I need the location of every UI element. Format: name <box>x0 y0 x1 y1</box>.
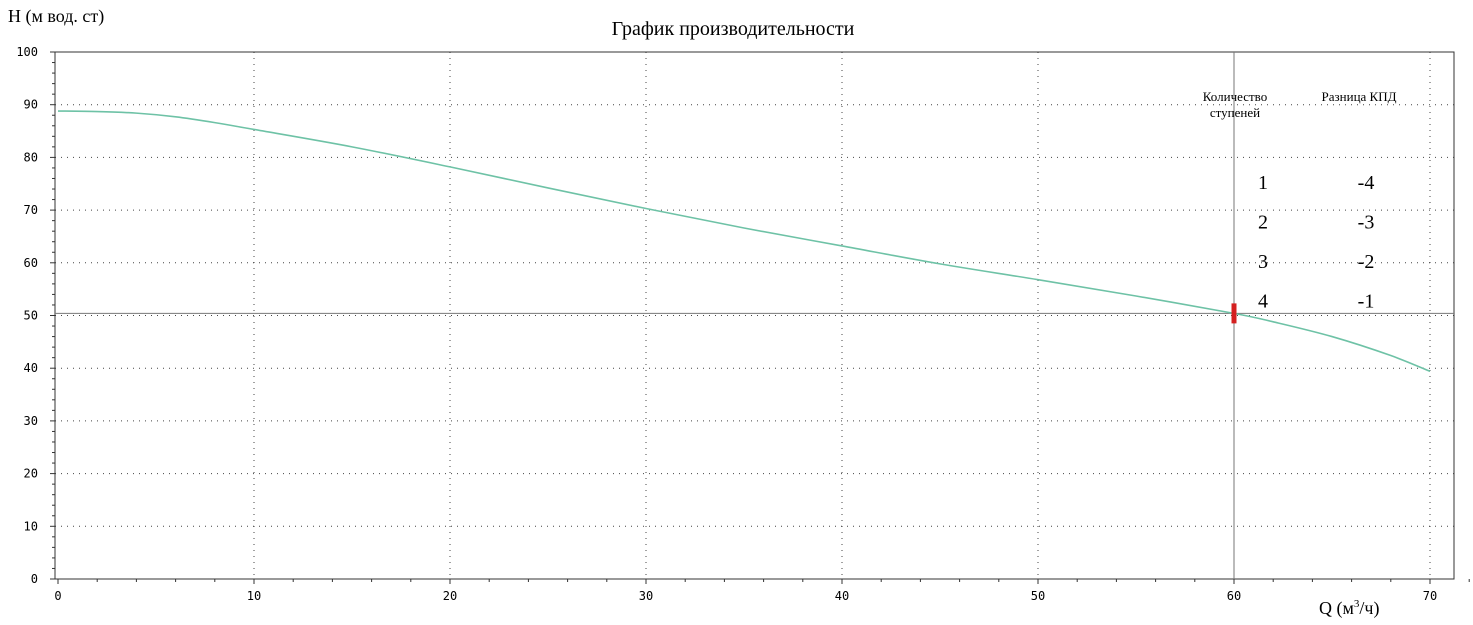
table-header-stages-line1: Количество <box>1203 89 1267 104</box>
table-rows: 1 -4 2 -3 3 -2 4 -1 <box>1258 172 1374 313</box>
x-tick-label: 60 <box>1227 589 1241 603</box>
y-tick-label: 10 <box>24 519 38 533</box>
x-axis-label-main: Q (м <box>1319 598 1354 619</box>
y-axis-tick-labels: 0 10 20 30 40 50 60 70 80 90 100 <box>16 45 38 586</box>
x-axis-label: Q (м3/ч) <box>1319 598 1379 619</box>
table-cell-efficiency: -2 <box>1358 251 1375 273</box>
x-tick-label: 0 <box>54 589 61 603</box>
x-tick-label: 50 <box>1031 589 1045 603</box>
table-cell-efficiency: -3 <box>1358 212 1375 234</box>
stages-table: Количество ступеней Разница КПД 1 -4 2 -3 3 -… <box>1203 89 1397 313</box>
y-tick-label: 90 <box>24 98 38 112</box>
y-tick-label: 0 <box>31 572 38 586</box>
y-tick-label: 20 <box>24 467 38 481</box>
y-tick-label: 80 <box>24 150 38 164</box>
y-tick-label: 60 <box>24 256 38 270</box>
table-header-efficiency: Разница КПД <box>1322 89 1397 104</box>
x-tick-label: 40 <box>835 589 849 603</box>
x-axis-label-tail: /ч) <box>1359 598 1379 619</box>
y-tick-label: 100 <box>16 45 38 59</box>
table-cell-stages: 2 <box>1258 212 1268 234</box>
y-axis-label: H (м вод. ст) <box>8 6 104 27</box>
table-header-stages-line2: ступеней <box>1210 105 1260 120</box>
table-cell-stages: 3 <box>1258 251 1268 273</box>
y-tick-label: 40 <box>24 361 38 375</box>
y-tick-label: 30 <box>24 414 38 428</box>
x-tick-label: 30 <box>639 589 653 603</box>
table-cell-stages: 1 <box>1258 172 1268 194</box>
x-tick-label: 70 <box>1423 589 1437 603</box>
x-axis-tick-labels: 0 10 20 30 40 50 60 70 <box>54 589 1437 603</box>
operating-point-marker <box>1231 303 1237 324</box>
y-tick-label: 70 <box>24 203 38 217</box>
y-tick-label: 50 <box>24 309 38 323</box>
table-cell-efficiency: -4 <box>1358 172 1375 194</box>
x-axis-label-sup: 3 <box>1354 598 1360 610</box>
table-cell-stages: 4 <box>1258 291 1268 313</box>
x-tick-label: 20 <box>443 589 457 603</box>
performance-curve-line <box>57 110 1431 373</box>
minor-ticks <box>50 51 1470 584</box>
chart-title: График производительности <box>612 18 855 40</box>
x-tick-label: 10 <box>247 589 261 603</box>
table-cell-efficiency: -1 <box>1358 291 1375 313</box>
